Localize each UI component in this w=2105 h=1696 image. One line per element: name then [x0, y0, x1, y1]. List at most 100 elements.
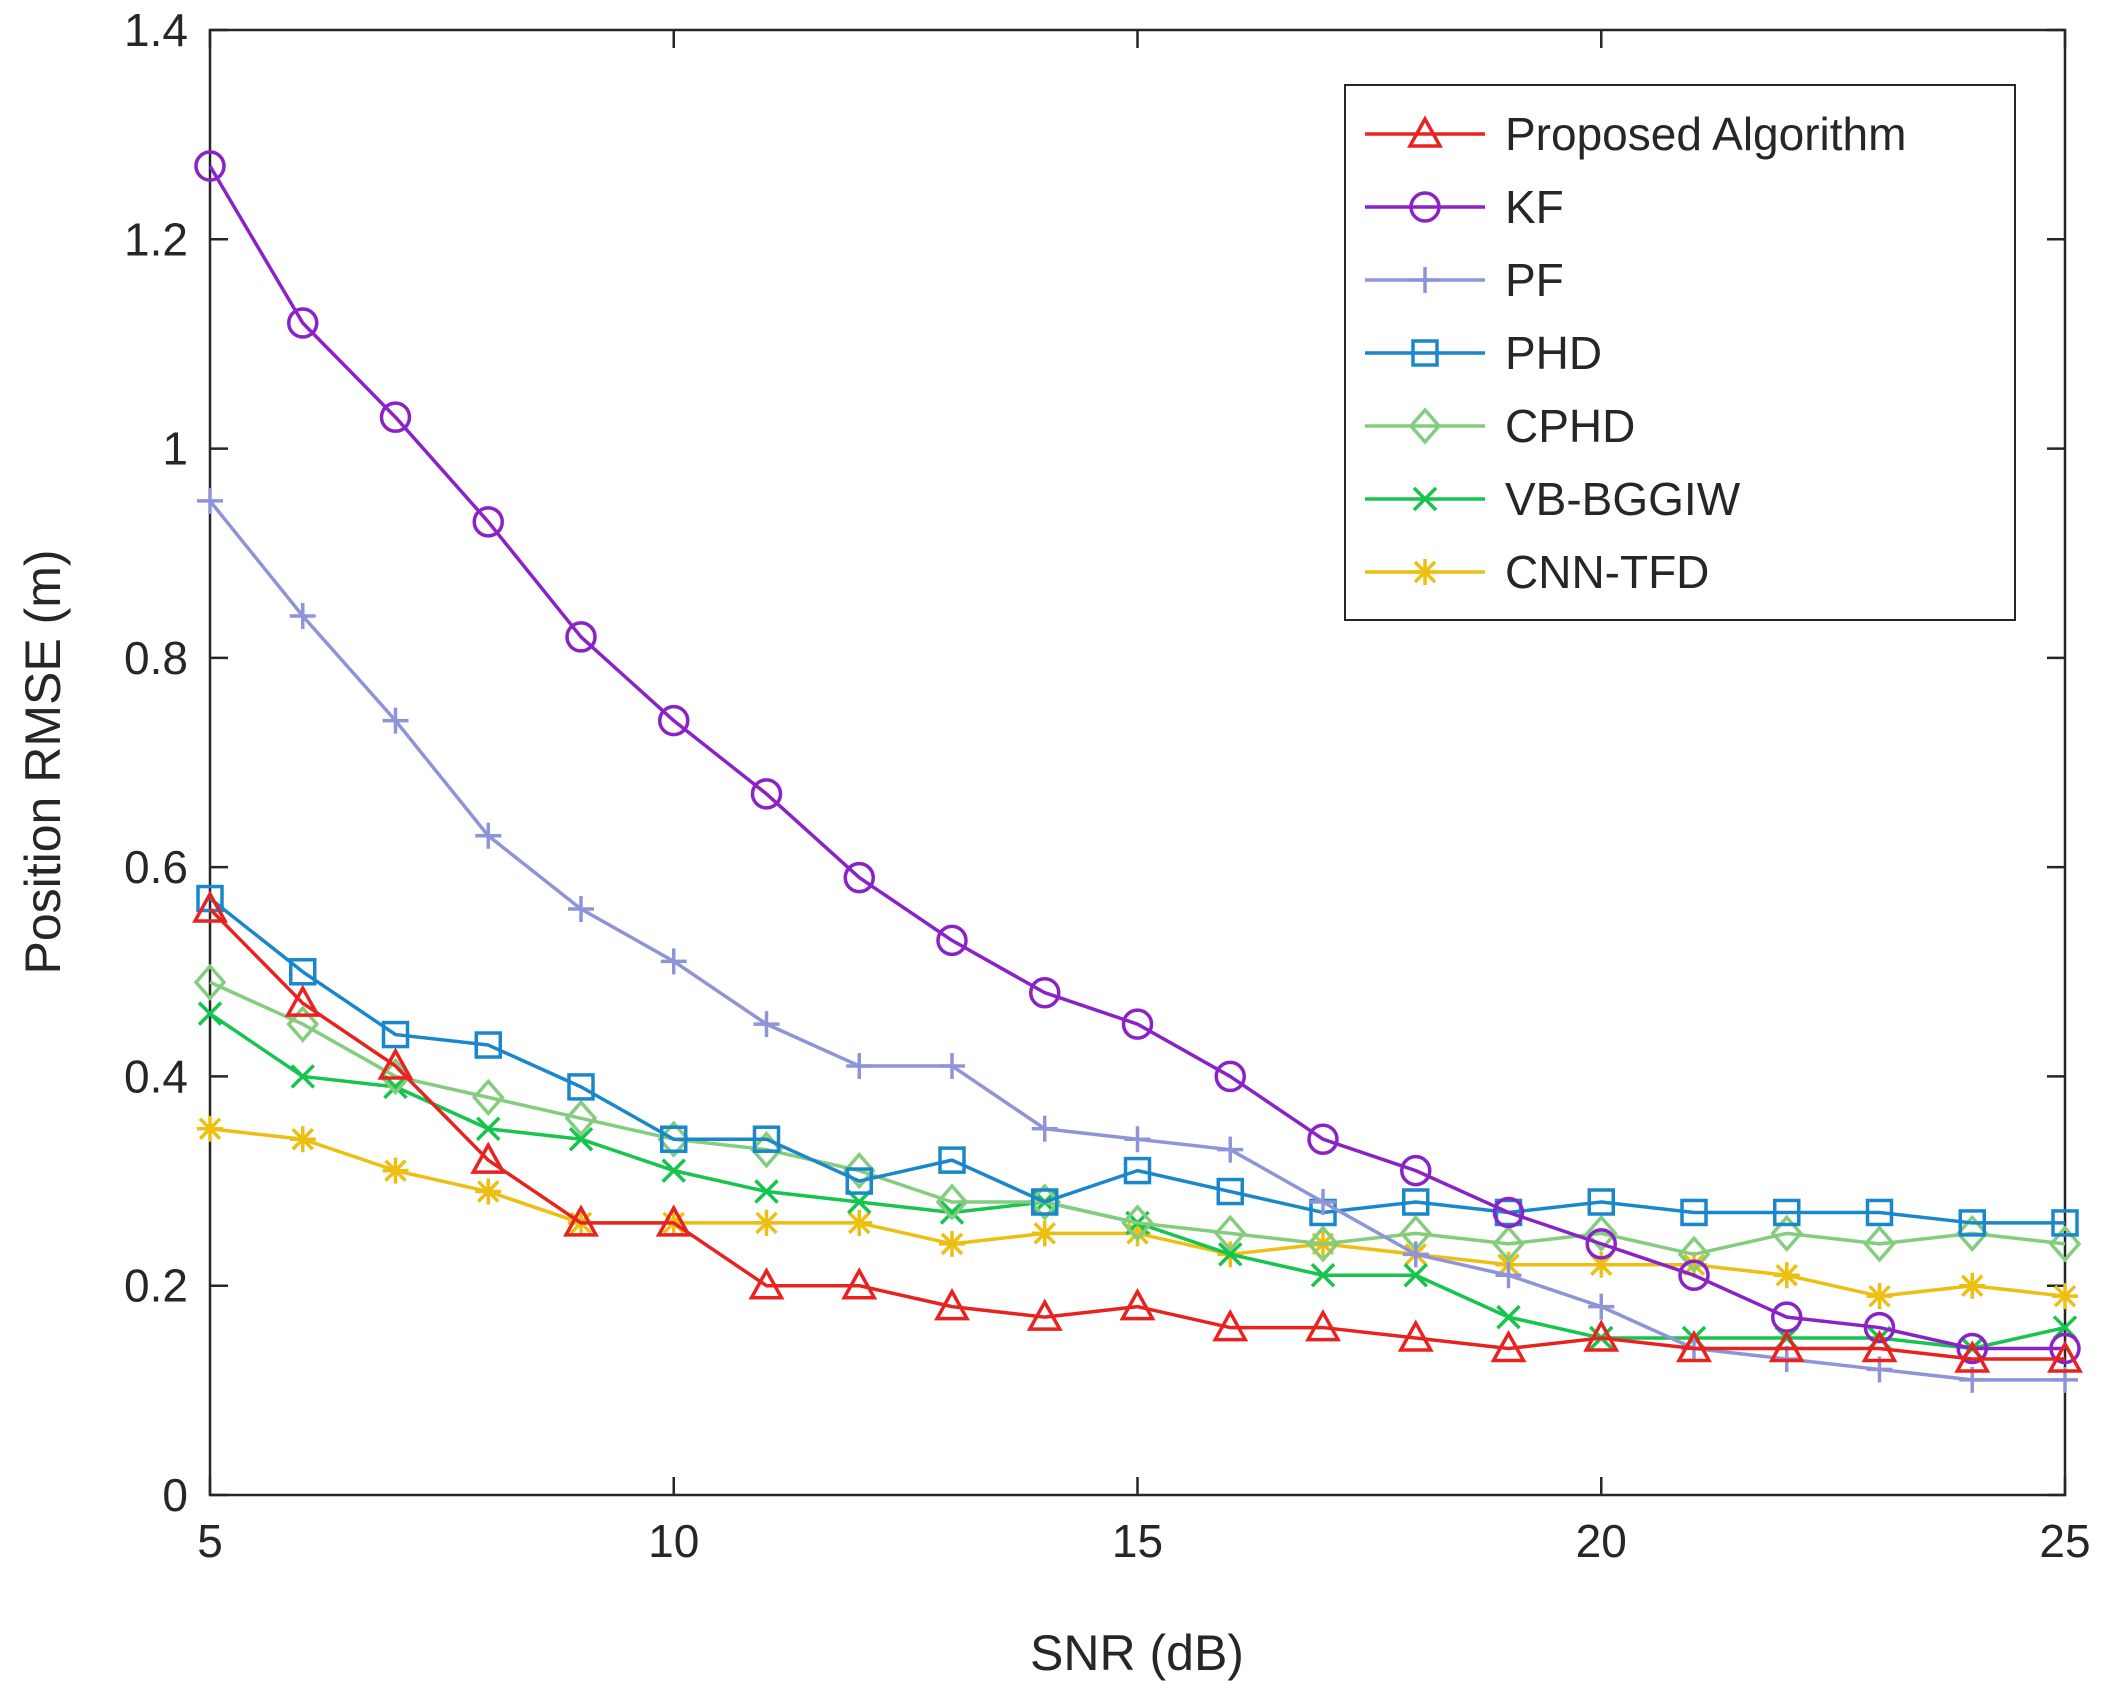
- data-point-cphd: [1306, 1225, 1340, 1263]
- data-point-kf: [1956, 1332, 1988, 1365]
- data-point-proposed-algorithm: [1768, 1329, 1805, 1363]
- data-point-proposed-algorithm: [748, 1267, 785, 1300]
- data-point-phd: [2051, 1209, 2079, 1237]
- data-point-proposed-algorithm: [1583, 1319, 1620, 1352]
- data-point-proposed-algorithm: [1397, 1319, 1434, 1352]
- legend-entry-cphd: CPHD: [1365, 400, 1635, 452]
- data-point-cphd: [471, 1078, 505, 1117]
- legend-label: Proposed Algorithm: [1505, 108, 1906, 160]
- data-point-kf: [194, 150, 226, 182]
- data-point-proposed-algorithm: [563, 1204, 599, 1237]
- data-point-phd: [1958, 1209, 1986, 1237]
- data-point-vb-bggiw: [197, 1001, 223, 1026]
- data-point-cnn-tfd: [475, 1178, 502, 1205]
- data-point-phd: [1865, 1198, 1894, 1227]
- data-point-pf: [939, 1052, 965, 1079]
- data-point-proposed-algorithm: [2047, 1340, 2083, 1373]
- legend-label: PHD: [1505, 327, 1602, 379]
- series-layer: [192, 150, 2083, 1393]
- data-point-vb-bggiw: [476, 1116, 501, 1141]
- data-point-pf: [753, 1011, 780, 1038]
- data-point-proposed-algorithm: [841, 1267, 878, 1300]
- data-point-pf: [475, 822, 502, 849]
- data-point-proposed-algorithm: [1861, 1329, 1898, 1363]
- data-point-proposed-algorithm: [1490, 1329, 1527, 1363]
- data-point-vb-bggiw: [1218, 1242, 1243, 1267]
- data-point-cnn-tfd: [1124, 1220, 1151, 1247]
- x-tick-label: 10: [648, 1515, 699, 1567]
- legend-label: PF: [1505, 254, 1564, 306]
- legend-entry-proposed-algorithm: Proposed Algorithm: [1365, 108, 1906, 160]
- data-point-phd: [474, 1031, 502, 1059]
- series-line-phd: [208, 897, 2065, 1225]
- data-point-pf: [1031, 1115, 1058, 1142]
- series-pf: [197, 487, 2078, 1393]
- x-tick-label: 20: [1576, 1515, 1627, 1567]
- y-tick-label: 0.8: [124, 632, 188, 684]
- data-point-proposed-algorithm: [1954, 1340, 1991, 1373]
- data-point-phd: [1123, 1156, 1152, 1185]
- data-point-proposed-algorithm: [377, 1047, 414, 1080]
- data-point-phd: [845, 1167, 873, 1195]
- data-point-kf: [1121, 1008, 1154, 1040]
- data-point-pf: [197, 487, 223, 514]
- data-point-proposed-algorithm: [1676, 1329, 1712, 1363]
- data-point-cnn-tfd: [1588, 1251, 1615, 1278]
- data-point-phd: [1587, 1188, 1615, 1216]
- data-point-vb-bggiw: [568, 1126, 594, 1152]
- y-tick-label: 0.2: [124, 1260, 188, 1312]
- legend-marker: [1408, 407, 1442, 445]
- data-point-cnn-tfd: [1959, 1272, 1986, 1299]
- legend-marker: [1412, 486, 1438, 512]
- y-tick-label: 1: [162, 423, 188, 475]
- data-point-proposed-algorithm: [1212, 1308, 1249, 1342]
- data-point-cnn-tfd: [846, 1209, 873, 1236]
- legend-entry-pf: PF: [1365, 254, 1564, 306]
- data-point-pf: [1495, 1262, 1522, 1289]
- data-point-cnn-tfd: [289, 1126, 316, 1153]
- legend-entry-cnn-tfd: CNN-TFD: [1365, 546, 1709, 598]
- data-point-proposed-algorithm: [192, 890, 228, 923]
- data-point-phd: [381, 1020, 410, 1049]
- y-tick-label: 0.4: [124, 1050, 188, 1102]
- x-tick-label: 5: [197, 1515, 223, 1567]
- data-point-phd: [938, 1146, 966, 1174]
- data-point-pf: [1217, 1136, 1244, 1163]
- legend-marker: [1407, 115, 1443, 148]
- legend-marker: [1411, 339, 1439, 367]
- data-point-phd: [1216, 1177, 1244, 1206]
- data-point-cphd: [1770, 1214, 1804, 1253]
- data-point-cphd: [1677, 1235, 1711, 1273]
- data-point-kf: [936, 924, 968, 957]
- y-axis: 0 0.2 0.4 0.6 0.8 1 1.2 1.4: [124, 4, 2065, 1521]
- data-point-proposed-algorithm: [470, 1141, 507, 1174]
- data-point-proposed-algorithm: [284, 984, 321, 1017]
- data-point-vb-bggiw: [754, 1179, 779, 1204]
- data-point-cphd: [193, 963, 227, 1001]
- data-point-kf: [1400, 1154, 1432, 1187]
- data-point-kf: [1678, 1259, 1710, 1291]
- data-point-kf: [750, 778, 783, 810]
- legend-entry-kf: KF: [1365, 181, 1564, 233]
- data-point-phd: [1402, 1188, 1430, 1216]
- data-point-phd: [1773, 1198, 1801, 1227]
- data-point-vb-bggiw: [939, 1200, 965, 1225]
- data-point-pf: [1310, 1189, 1336, 1215]
- data-point-phd: [752, 1125, 781, 1153]
- legend: Proposed Algorithm KF PF PHD CPHD VB-BGGIW CNN…: [1344, 84, 2016, 621]
- data-point-kf: [472, 506, 504, 538]
- y-axis-label: Position RMSE (m): [15, 549, 71, 974]
- data-point-vb-bggiw: [290, 1064, 315, 1089]
- data-point-kf: [2049, 1332, 2081, 1365]
- data-point-cphd: [1955, 1214, 1989, 1253]
- x-tick-label: 15: [1112, 1515, 1163, 1567]
- data-point-kf: [843, 861, 875, 894]
- data-point-proposed-algorithm: [655, 1204, 692, 1237]
- series-proposed-algorithm: [192, 890, 2083, 1373]
- legend-entry-vb-bggiw: VB-BGGIW: [1365, 473, 1741, 525]
- data-point-kf: [1863, 1311, 1896, 1344]
- legend-marker: [1412, 559, 1438, 585]
- data-point-cphd: [1213, 1214, 1247, 1253]
- data-point-phd: [660, 1125, 688, 1153]
